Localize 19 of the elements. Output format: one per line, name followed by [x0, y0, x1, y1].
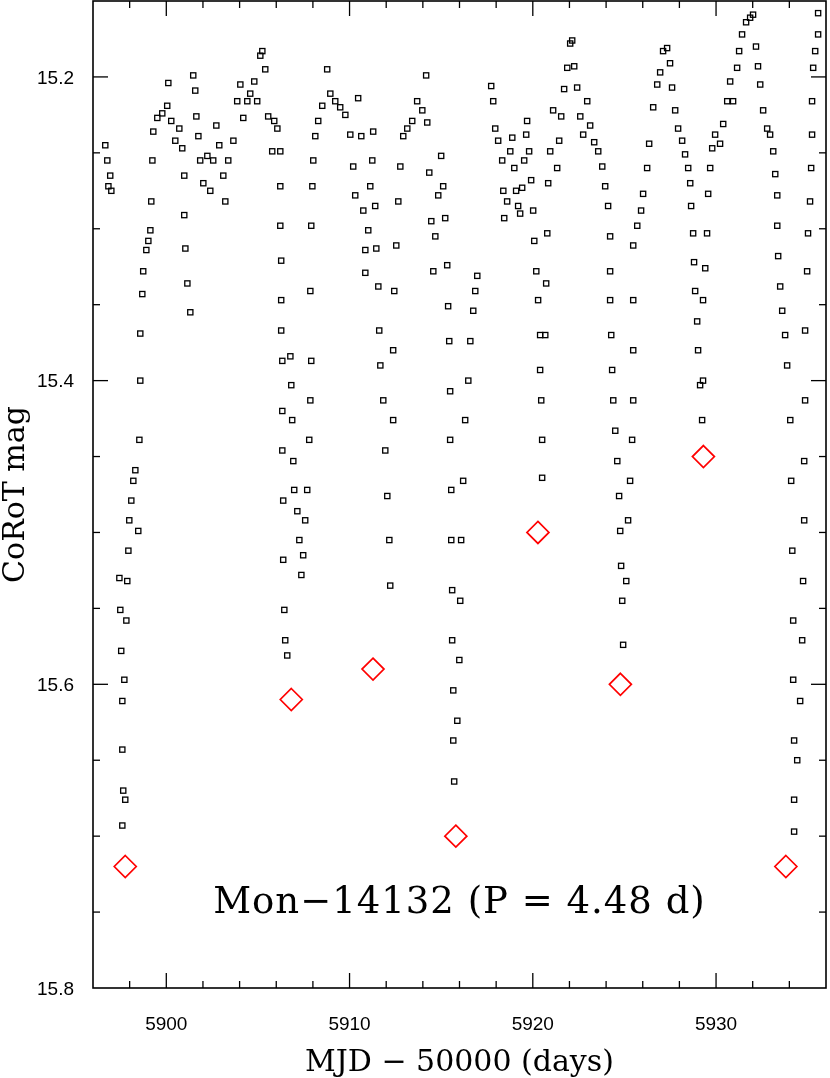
x-tick-label: 5930: [694, 1013, 738, 1034]
annotation: Mon−14132 (P = 4.48 d): [213, 878, 706, 922]
x-tick-label: 5900: [145, 1013, 188, 1034]
x-tick-label: 5910: [328, 1013, 371, 1034]
y-tick-label: 15.4: [37, 370, 75, 392]
point: [443, 824, 468, 848]
point: [279, 687, 304, 712]
point: [691, 444, 716, 469]
point: [361, 657, 385, 681]
point: [608, 672, 633, 697]
y-tick-label: 15.8: [37, 977, 74, 999]
x-tick-label: 5920: [511, 1013, 554, 1034]
x-axis-title: MJD − 50000 (days): [305, 1043, 614, 1078]
y-axis-title: CoRoT mag: [0, 406, 31, 583]
point: [526, 520, 550, 545]
y-tick-label: 15.2: [37, 66, 74, 88]
point: [113, 854, 138, 879]
point: [774, 854, 798, 879]
y-tick-label: 15.6: [37, 673, 74, 695]
